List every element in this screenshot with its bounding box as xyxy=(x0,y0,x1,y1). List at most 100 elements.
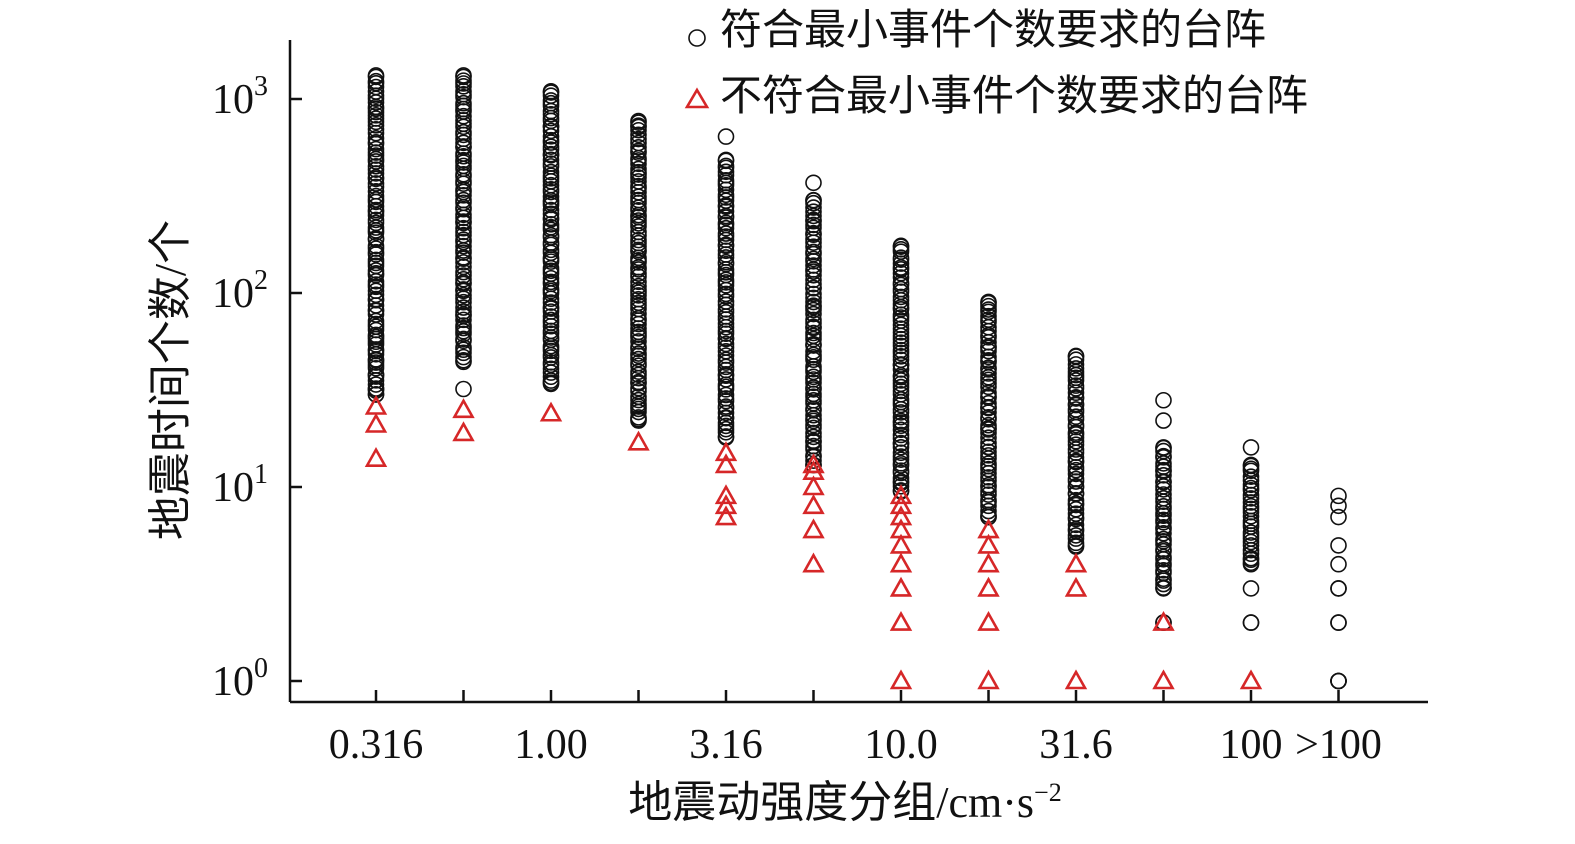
data-point-circle xyxy=(1330,497,1347,515)
data-point-triangle xyxy=(889,576,913,597)
data-point-circle xyxy=(805,279,822,297)
data-point-circle xyxy=(1067,470,1085,488)
data-point-triangle xyxy=(802,494,825,515)
data-point-circle xyxy=(367,140,385,158)
data-point-circle xyxy=(542,298,560,316)
data-point-circle xyxy=(892,462,910,479)
data-point-circle xyxy=(367,120,385,138)
data-point-circle xyxy=(367,351,385,369)
data-point-circle xyxy=(542,176,560,194)
data-point-circle xyxy=(717,339,735,356)
data-point-circle xyxy=(542,354,560,371)
data-point-circle xyxy=(455,254,472,271)
data-point-triangle xyxy=(364,446,388,467)
data-point-circle xyxy=(1067,360,1085,377)
data-point-circle xyxy=(455,213,472,230)
data-point-circle xyxy=(1330,672,1347,690)
data-point-circle xyxy=(630,177,647,195)
axes xyxy=(288,40,1428,704)
data-point-circle xyxy=(892,280,910,298)
data-point-circle xyxy=(367,386,385,403)
data-point-circle xyxy=(542,273,560,291)
data-point-circle xyxy=(630,379,647,397)
data-point-circle xyxy=(980,443,997,461)
data-point-circle xyxy=(892,259,910,276)
data-point-circle xyxy=(455,311,472,329)
data-point-circle xyxy=(1155,391,1172,409)
data-point-circle xyxy=(805,285,822,303)
data-point-circle xyxy=(1330,555,1347,573)
data-point-circle xyxy=(1242,476,1260,494)
data-point-circle xyxy=(367,169,385,186)
data-point-circle xyxy=(980,394,997,412)
legend-triangle-marker xyxy=(684,87,710,109)
data-point-circle xyxy=(1155,439,1172,456)
data-point-circle xyxy=(805,297,822,314)
data-point-circle xyxy=(542,138,560,155)
data-point-circle xyxy=(367,133,385,151)
data-point-circle xyxy=(980,416,997,434)
axis-ticks: 100 101 102 103 0.316 1.00 3.16 10.0 31.6 100 >100 xyxy=(212,71,1382,768)
data-point-triangle xyxy=(627,430,650,451)
data-marks xyxy=(364,67,1347,690)
data-point-circle xyxy=(892,269,910,286)
data-point-circle xyxy=(455,219,472,237)
data-point-circle xyxy=(1155,555,1172,572)
data-point-circle xyxy=(455,231,472,249)
data-point-triangle xyxy=(452,421,475,442)
data-point-circle xyxy=(717,398,735,415)
y-axis-title: 地震时间个数/个 xyxy=(146,220,195,540)
data-point-circle xyxy=(455,237,472,255)
data-point-circle xyxy=(630,231,647,249)
data-point-triangle xyxy=(889,552,913,573)
data-point-triangle xyxy=(977,669,1000,690)
data-point-circle xyxy=(630,345,647,362)
data-point-circle xyxy=(805,318,822,336)
data-point-circle xyxy=(630,130,647,148)
data-point-circle xyxy=(542,92,560,109)
data-point-circle xyxy=(367,72,385,90)
data-point-circle xyxy=(1242,555,1260,573)
data-point-triangle xyxy=(977,576,1000,597)
data-point-circle xyxy=(542,226,560,244)
data-point-circle xyxy=(542,145,560,163)
data-point-circle xyxy=(892,421,910,439)
data-point-circle xyxy=(1242,580,1260,597)
data-point-circle xyxy=(1067,377,1085,394)
data-point-circle xyxy=(367,211,385,229)
data-point-circle xyxy=(367,243,385,261)
data-point-circle xyxy=(630,294,647,312)
data-point-circle xyxy=(805,335,822,353)
data-point-circle xyxy=(1067,527,1085,544)
data-point-circle xyxy=(367,78,385,96)
data-point-circle xyxy=(980,429,997,447)
data-point-circle xyxy=(455,351,472,369)
data-point-circle xyxy=(630,391,647,409)
data-point-circle xyxy=(542,205,560,223)
data-point-circle xyxy=(1242,468,1260,485)
data-point-circle xyxy=(1067,509,1085,526)
data-point-circle xyxy=(367,68,385,86)
data-point-circle xyxy=(717,202,735,220)
data-point-circle xyxy=(717,409,735,426)
data-point-circle xyxy=(1155,541,1172,558)
data-point-triangle xyxy=(889,518,913,539)
data-point-circle xyxy=(805,289,822,307)
data-point-circle xyxy=(1242,614,1260,631)
data-point-triangle xyxy=(802,552,825,573)
data-point-circle xyxy=(805,392,822,409)
data-point-circle xyxy=(367,187,385,205)
data-point-circle xyxy=(1155,525,1172,542)
data-point-circle xyxy=(980,365,997,382)
data-point-triangle xyxy=(1152,610,1175,631)
data-point-circle xyxy=(1242,507,1260,525)
data-point-circle xyxy=(630,126,647,144)
legend-circle-marker xyxy=(688,29,706,47)
data-point-triangle xyxy=(977,518,1000,539)
data-point-circle xyxy=(717,342,735,360)
data-point-circle xyxy=(455,299,472,316)
data-point-circle xyxy=(455,281,472,298)
x-tick-label: 10.0 xyxy=(864,722,938,768)
data-point-circle xyxy=(1155,486,1172,503)
data-point-circle xyxy=(980,455,997,472)
